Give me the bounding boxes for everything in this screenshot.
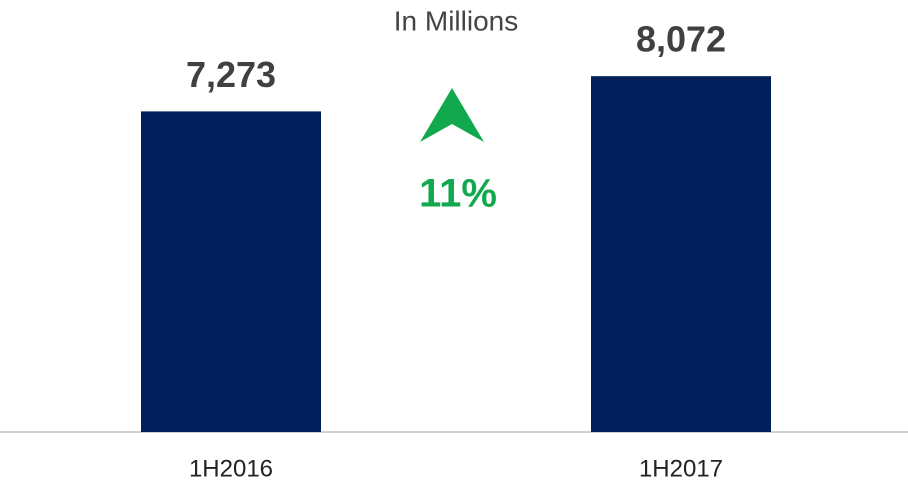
- bar: [141, 111, 321, 432]
- up-arrow: [420, 88, 484, 142]
- value-label: 7,273: [186, 54, 276, 95]
- value-label: 8,072: [636, 19, 726, 60]
- chart-subtitle: In Millions: [394, 5, 518, 36]
- x-tick-label: 1H2017: [639, 455, 723, 482]
- change-annotation: 11%: [419, 172, 497, 216]
- x-tick-label: 1H2016: [189, 455, 273, 482]
- bar: [591, 76, 771, 432]
